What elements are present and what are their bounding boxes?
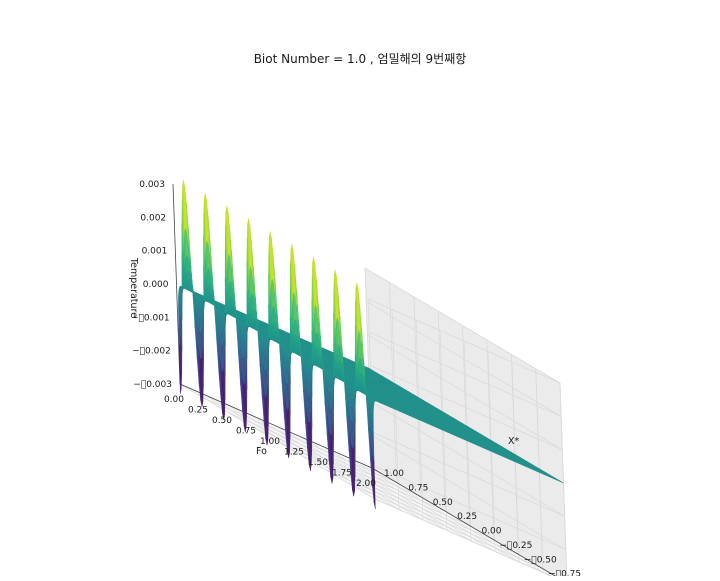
axis-line-fo	[180, 384, 372, 468]
chart-title: Biot Number = 1.0 , 엄밀해의 9번째항	[0, 50, 720, 67]
axis-line-z	[173, 184, 180, 384]
